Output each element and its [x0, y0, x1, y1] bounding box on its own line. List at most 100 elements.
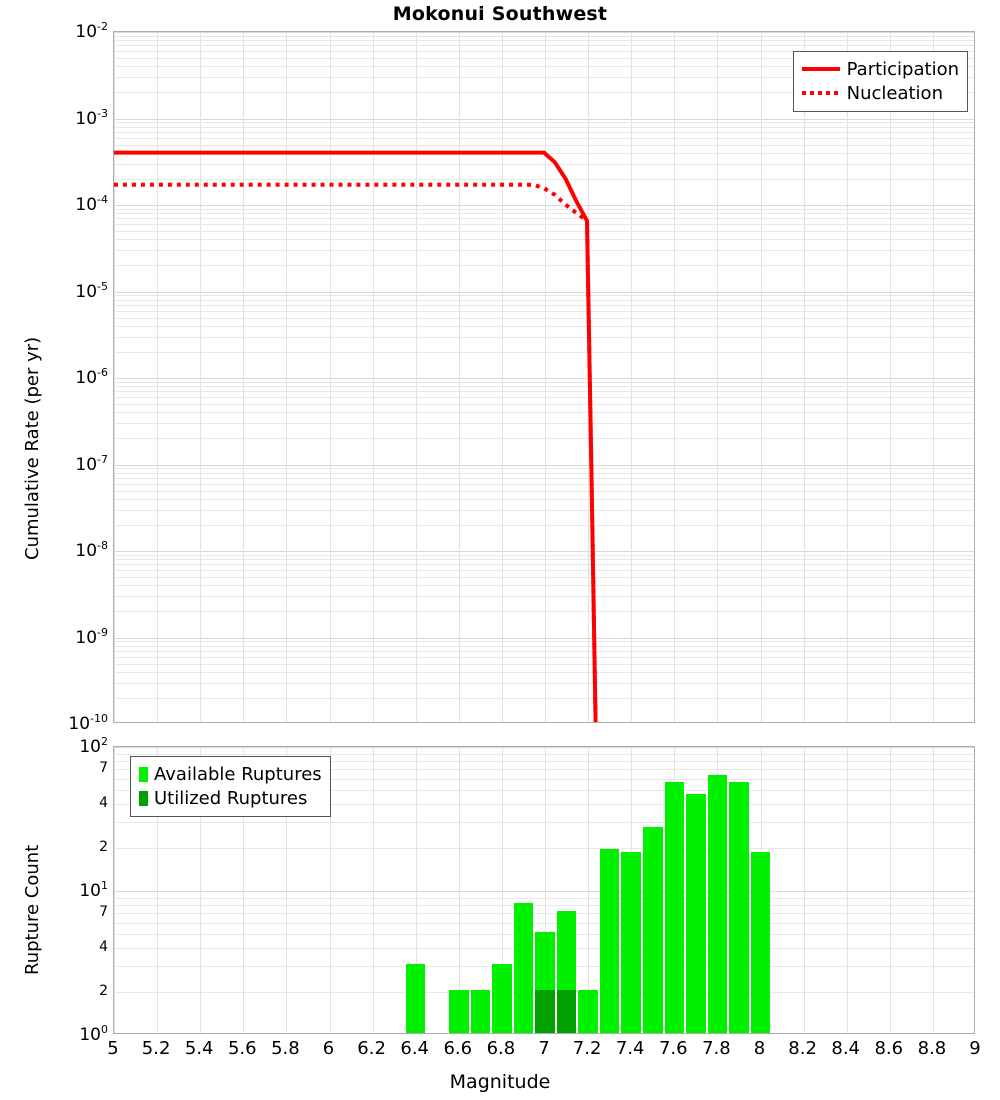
gridline-vertical — [674, 747, 675, 1033]
gridline-horizontal — [114, 891, 974, 892]
gridline-horizontal-minor — [114, 923, 974, 924]
gridline-vertical — [416, 747, 417, 1033]
x-tick-label: 7.2 — [573, 1038, 602, 1059]
y-tick-label: 10-5 — [75, 280, 108, 302]
x-tick-label: 7 — [538, 1038, 549, 1059]
gridline-horizontal-minor — [114, 822, 974, 823]
gridline-horizontal-minor — [114, 848, 974, 849]
y-tick-label: 100 — [79, 1023, 108, 1045]
y-tick-label: 10-3 — [75, 107, 108, 129]
bar-available — [578, 990, 598, 1033]
panel-cumulative-rate: Participation Nucleation — [113, 31, 975, 723]
x-tick-label: 7.6 — [659, 1038, 688, 1059]
gridline-horizontal-minor — [114, 948, 974, 949]
x-tick-label: 5.2 — [142, 1038, 171, 1059]
gridline-horizontal — [114, 747, 974, 748]
y-tick-label-minor: 7 — [99, 760, 108, 776]
bar-available — [535, 932, 555, 1033]
x-tick-label: 8.2 — [788, 1038, 817, 1059]
x-tick-label: 6.4 — [400, 1038, 429, 1059]
x-tick-label: 7.8 — [702, 1038, 731, 1059]
x-tick-label: 8.4 — [831, 1038, 860, 1059]
y-tick-label-minor: 2 — [99, 983, 108, 999]
bar-utilized — [535, 990, 555, 1033]
y-tick-label: 10-10 — [68, 712, 108, 734]
page-title: Mokonui Southwest — [0, 3, 1000, 25]
utilized-swatch-icon — [139, 791, 148, 806]
panel-rupture-count: Available Ruptures Utilized Ruptures — [113, 746, 975, 1034]
gridline-vertical — [545, 747, 546, 1033]
legend-item-available-ruptures: Available Ruptures — [139, 762, 322, 786]
dotted-line-icon — [802, 84, 840, 102]
bar-available — [492, 964, 512, 1033]
chart-root: Mokonui Southwest Participation Nucleati… — [0, 0, 1000, 1100]
gridline-vertical — [588, 747, 589, 1033]
bar-available — [643, 827, 663, 1033]
gridline-vertical — [114, 747, 115, 1033]
legend-label-available-ruptures: Available Ruptures — [154, 764, 322, 785]
x-tick-label: 8.8 — [918, 1038, 947, 1059]
x-tick-label: 9 — [969, 1038, 980, 1059]
bar-available — [686, 794, 706, 1033]
bar-available — [600, 849, 620, 1033]
bar-available — [406, 964, 426, 1033]
legend-label-utilized-ruptures: Utilized Ruptures — [154, 788, 307, 809]
y-tick-label: 10-7 — [75, 453, 108, 475]
gridline-vertical — [459, 747, 460, 1033]
bar-available — [665, 782, 685, 1033]
x-tick-label: 6.8 — [487, 1038, 516, 1059]
x-tick-label: 6.6 — [443, 1038, 472, 1059]
legend-item-utilized-ruptures: Utilized Ruptures — [139, 786, 322, 810]
x-axis-title: Magnitude — [0, 1071, 1000, 1093]
gridline-vertical — [847, 747, 848, 1033]
legend-item-participation: Participation — [802, 57, 959, 81]
bar-utilized — [557, 990, 577, 1033]
y-tick-label: 10-8 — [75, 539, 108, 561]
y-tick-label: 10-6 — [75, 366, 108, 388]
y-tick-label: 10-9 — [75, 626, 108, 648]
gridline-vertical — [761, 747, 762, 1033]
x-tick-label: 5 — [107, 1038, 118, 1059]
bar-available — [514, 903, 534, 1033]
plot-area-top — [113, 31, 975, 723]
bar-available — [557, 911, 577, 1033]
bar-available — [729, 782, 749, 1033]
legend-label-nucleation: Nucleation — [847, 83, 943, 104]
x-tick-label: 8 — [754, 1038, 765, 1059]
series-line-nucleation — [114, 185, 596, 723]
gridline-vertical — [631, 747, 632, 1033]
y-axis-title-top: Cumulative Rate (per yr) — [22, 337, 43, 560]
gridline-horizontal-minor — [114, 905, 974, 906]
x-tick-label: 8.6 — [874, 1038, 903, 1059]
x-tick-label: 5.6 — [228, 1038, 257, 1059]
gridline-horizontal-minor — [114, 992, 974, 993]
x-tick-label: 5.4 — [185, 1038, 214, 1059]
y-tick-label-minor: 2 — [99, 839, 108, 855]
legend-item-nucleation: Nucleation — [802, 81, 959, 105]
legend-top: Participation Nucleation — [793, 51, 968, 112]
y-tick-label: 102 — [79, 735, 108, 757]
y-tick-label: 101 — [79, 879, 108, 901]
bar-available — [708, 775, 728, 1033]
x-tick-label: 5.8 — [271, 1038, 300, 1059]
gridline-vertical — [717, 747, 718, 1033]
bar-available — [751, 852, 771, 1033]
legend-bottom: Available Ruptures Utilized Ruptures — [130, 756, 331, 817]
curve-layer — [114, 32, 974, 722]
gridline-vertical — [502, 747, 503, 1033]
legend-label-participation: Participation — [847, 59, 959, 80]
gridline-horizontal-minor — [114, 754, 974, 755]
series-line-participation — [114, 153, 596, 723]
x-axis-ticks: 55.25.45.65.866.26.46.66.877.27.47.67.88… — [113, 1038, 975, 1066]
gridline-vertical — [373, 747, 374, 1033]
gridline-vertical — [890, 747, 891, 1033]
y-tick-label-minor: 4 — [99, 939, 108, 955]
bar-available — [471, 990, 491, 1033]
gridline-vertical — [933, 747, 934, 1033]
y-tick-label-minor: 4 — [99, 795, 108, 811]
gridline-horizontal-minor — [114, 934, 974, 935]
x-tick-label: 6 — [323, 1038, 334, 1059]
gridline-horizontal-minor — [114, 913, 974, 914]
x-tick-label: 7.4 — [616, 1038, 645, 1059]
x-tick-label: 6.2 — [357, 1038, 386, 1059]
